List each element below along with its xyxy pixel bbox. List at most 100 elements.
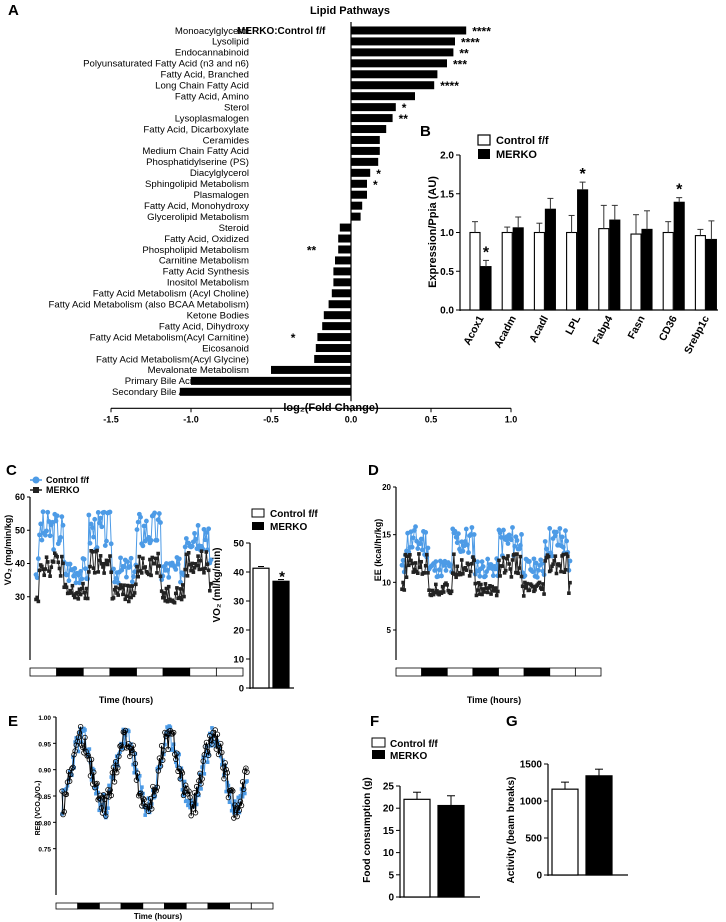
data-point xyxy=(173,591,178,596)
y-tick-label: 0.0 xyxy=(440,306,454,317)
data-point xyxy=(425,552,429,557)
data-point xyxy=(94,791,98,796)
data-point xyxy=(445,583,449,587)
data-point xyxy=(203,566,207,571)
data-point xyxy=(210,726,214,730)
data-point xyxy=(132,770,137,775)
data-point xyxy=(37,568,42,573)
data-point xyxy=(480,564,486,569)
data-point xyxy=(400,587,404,592)
data-point xyxy=(492,589,497,593)
data-point xyxy=(143,804,149,810)
data-point xyxy=(64,786,69,791)
data-point xyxy=(468,569,473,574)
data-point xyxy=(460,548,466,554)
data-point xyxy=(175,561,181,567)
data-point xyxy=(533,560,539,566)
y-tick-label: 0.5 xyxy=(440,267,454,278)
data-point xyxy=(158,743,165,749)
data-point xyxy=(238,794,243,798)
bar xyxy=(179,387,351,396)
category-label: Steroid xyxy=(219,223,249,234)
light-dark-segment xyxy=(29,667,58,677)
bar xyxy=(351,179,367,188)
chart-g-ylabel: Activity (beam breaks) xyxy=(506,777,517,884)
light-dark-segment xyxy=(229,902,252,910)
category-label: Sterol xyxy=(224,102,249,113)
bar xyxy=(338,234,351,243)
data-point xyxy=(474,593,479,598)
data-point xyxy=(224,789,229,794)
data-point xyxy=(47,533,53,539)
data-point xyxy=(514,570,518,575)
data-point xyxy=(118,583,123,587)
significance-mark: ** xyxy=(307,243,317,257)
bar xyxy=(339,223,351,232)
data-point xyxy=(177,776,183,782)
data-point xyxy=(565,554,570,559)
data-point xyxy=(54,513,60,519)
data-point xyxy=(508,537,514,543)
data-point xyxy=(419,547,425,553)
light-dark-segment xyxy=(549,667,576,677)
data-point xyxy=(514,537,520,543)
bar xyxy=(630,233,642,311)
data-point xyxy=(72,748,78,754)
data-point xyxy=(443,568,449,573)
x-tick-label: -0.5 xyxy=(263,414,279,424)
data-point xyxy=(506,554,510,558)
data-point xyxy=(109,570,113,575)
bar xyxy=(351,114,393,123)
significance-mark: **** xyxy=(461,35,480,49)
data-point xyxy=(43,567,48,571)
data-point xyxy=(78,592,83,597)
data-point xyxy=(214,731,221,738)
chart-e-rer: RER (VCO₂/VO₂) 0.750.800.850.900.951.00 … xyxy=(35,715,274,921)
significance-mark: * xyxy=(579,166,586,183)
data-point xyxy=(71,573,76,579)
data-point xyxy=(101,792,106,797)
data-point xyxy=(76,749,81,754)
data-point xyxy=(218,754,223,759)
data-point xyxy=(564,552,569,556)
legend-merko-label: MERKO xyxy=(390,751,427,762)
data-point xyxy=(87,540,93,546)
data-point xyxy=(92,516,98,522)
data-point xyxy=(159,589,164,593)
data-point xyxy=(88,760,93,765)
data-point xyxy=(507,562,511,566)
chart-c-bar-ylabel: VO₂ (ml/kg/min) xyxy=(212,547,223,622)
data-point xyxy=(93,786,97,790)
data-point xyxy=(488,584,492,588)
data-point xyxy=(412,527,417,533)
data-point xyxy=(97,792,104,799)
data-point xyxy=(239,779,246,785)
data-point xyxy=(490,584,495,589)
x-tick-label: -1.0 xyxy=(183,414,199,424)
data-point xyxy=(544,555,549,560)
data-point xyxy=(200,567,205,571)
data-point xyxy=(118,742,124,748)
panel-a-letter: A xyxy=(8,2,19,19)
y-tick-label: 60 xyxy=(15,492,25,502)
bar xyxy=(598,228,610,311)
data-point xyxy=(417,552,421,556)
panel-e-letter: E xyxy=(8,713,19,730)
bar xyxy=(322,322,351,331)
data-point xyxy=(144,518,149,524)
bar xyxy=(480,266,492,311)
data-point xyxy=(537,580,542,585)
data-point xyxy=(202,772,207,776)
data-point xyxy=(87,773,94,779)
y-tick-label: 10 xyxy=(233,655,244,666)
data-point xyxy=(111,773,116,778)
data-point xyxy=(554,529,559,535)
data-point xyxy=(140,785,144,789)
data-point xyxy=(113,759,118,764)
data-point xyxy=(121,592,125,597)
data-point xyxy=(493,566,498,572)
data-point xyxy=(429,593,434,598)
x-tick-label: 1.0 xyxy=(505,414,518,424)
data-point xyxy=(61,809,67,815)
data-point xyxy=(62,585,66,590)
